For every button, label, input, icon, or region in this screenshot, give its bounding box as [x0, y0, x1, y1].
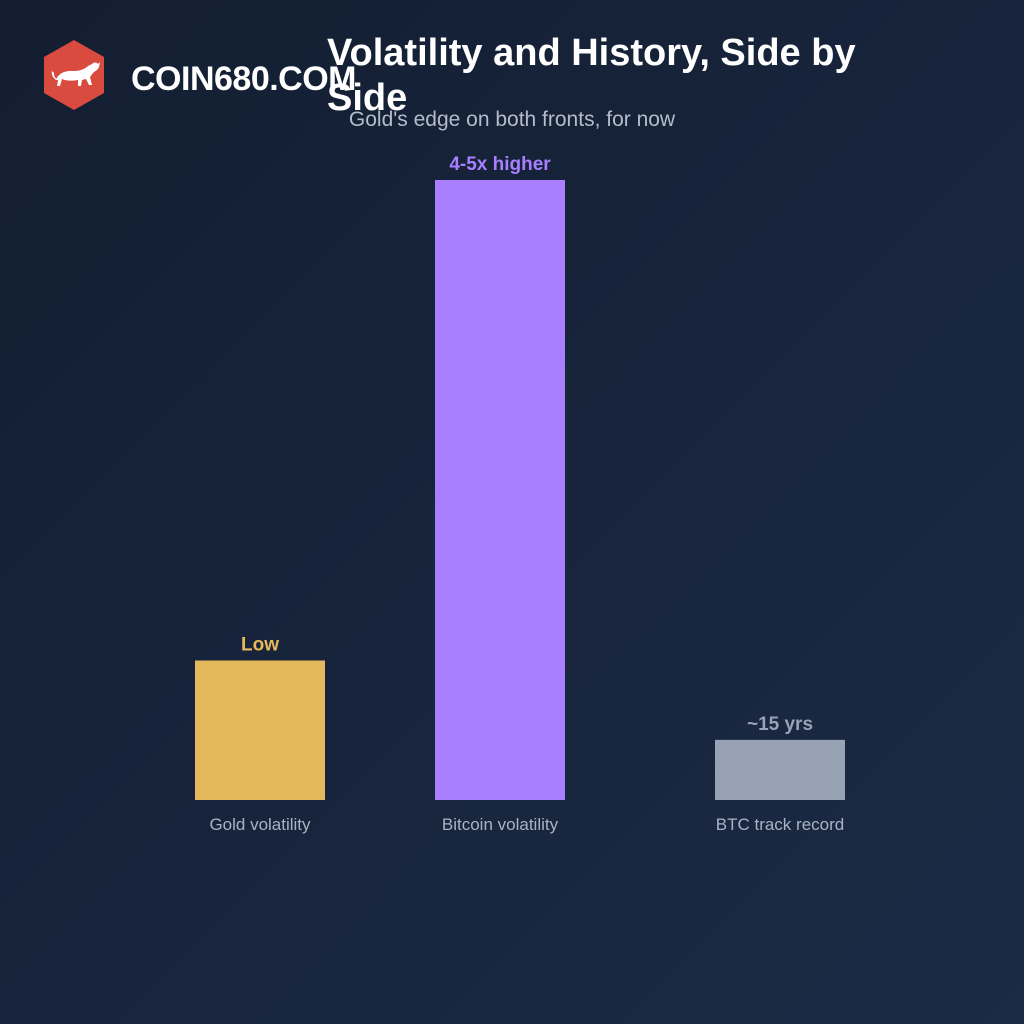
category-label-gold-volatility: Gold volatility — [209, 815, 311, 834]
brand-name: COIN680.COM — [131, 60, 357, 98]
chart-title: Volatility and History, Side by Side — [327, 32, 856, 119]
category-label-bitcoin-volatility: Bitcoin volatility — [442, 815, 559, 834]
bar-bitcoin-volatility — [435, 180, 565, 800]
bar-btc-track-record — [715, 739, 845, 800]
data-label-btc-track-record: ~15 yrs — [747, 714, 813, 735]
bar-gold-volatility — [195, 660, 325, 800]
category-label-btc-track-record: BTC track record — [716, 815, 844, 834]
chart-subtitle: Gold's edge on both fronts, for now — [348, 108, 676, 131]
bull-logo-icon — [44, 40, 104, 110]
data-label-gold-volatility: Low — [241, 635, 279, 656]
data-label-bitcoin-volatility: 4-5x higher — [449, 154, 551, 175]
